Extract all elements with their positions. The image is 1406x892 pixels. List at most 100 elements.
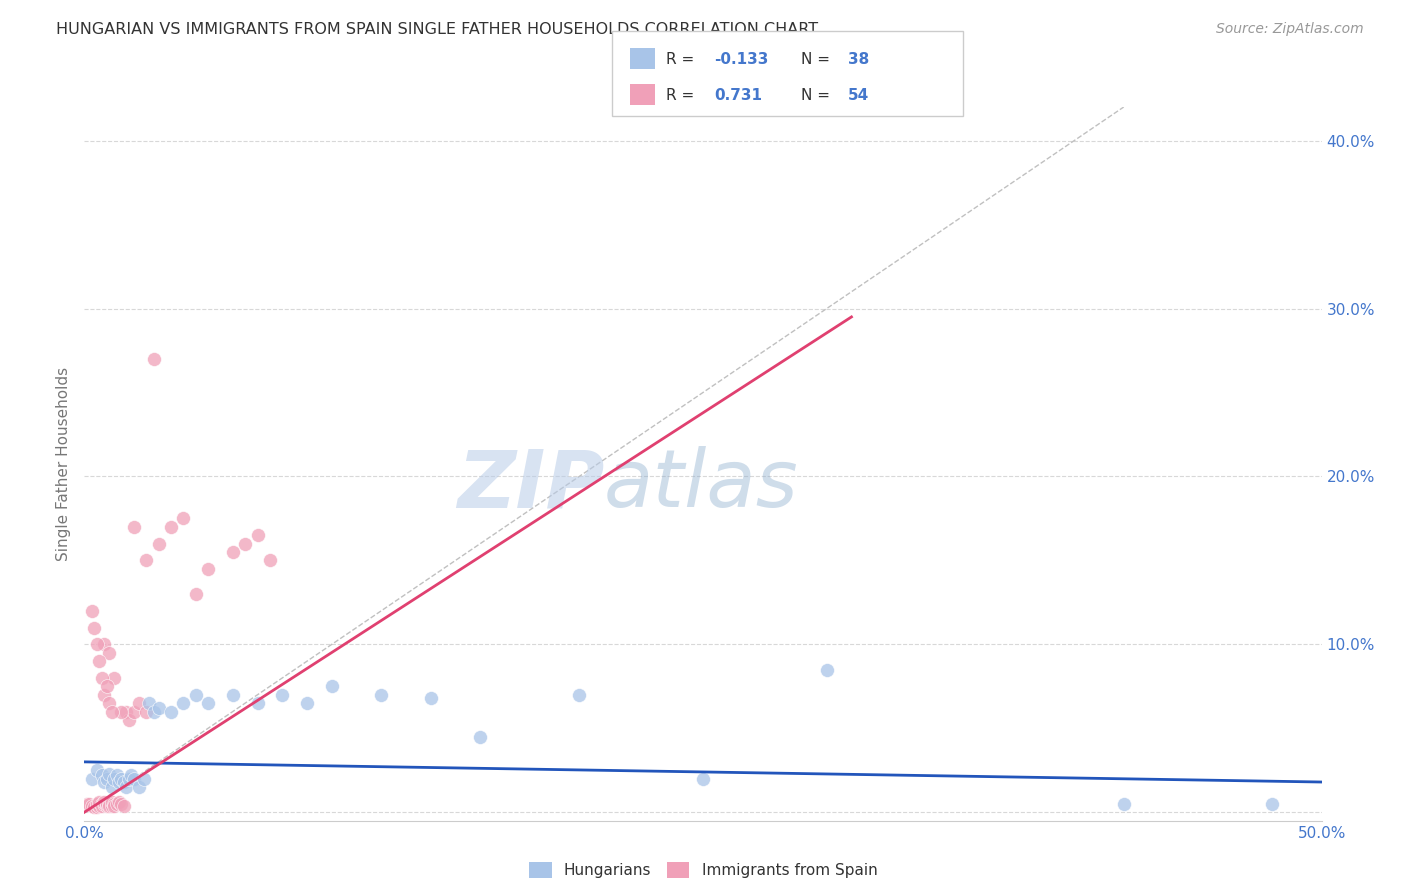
- Text: 38: 38: [848, 52, 869, 67]
- Point: [98, 696, 121, 710]
- Point: [98, 797, 121, 811]
- Point: [118, 713, 141, 727]
- Point: [692, 772, 714, 786]
- Point: [295, 696, 318, 710]
- Point: [184, 688, 207, 702]
- Text: N =: N =: [801, 87, 831, 103]
- Point: [86, 637, 108, 651]
- Text: R =: R =: [666, 87, 695, 103]
- Point: [135, 705, 157, 719]
- Point: [80, 604, 103, 618]
- Point: [90, 768, 112, 782]
- Point: [568, 688, 591, 702]
- Point: [105, 768, 128, 782]
- Legend: Hungarians, Immigrants from Spain: Hungarians, Immigrants from Spain: [523, 856, 883, 884]
- Point: [90, 797, 112, 811]
- Point: [197, 562, 219, 576]
- Point: [103, 671, 125, 685]
- Point: [83, 800, 105, 814]
- Point: [80, 798, 103, 813]
- Point: [93, 688, 115, 702]
- Point: [93, 775, 115, 789]
- Point: [138, 696, 160, 710]
- Point: [172, 511, 194, 525]
- Point: [86, 764, 108, 778]
- Point: [142, 705, 165, 719]
- Point: [142, 351, 165, 366]
- Point: [103, 798, 125, 813]
- Point: [90, 798, 112, 813]
- Text: N =: N =: [801, 52, 831, 67]
- Point: [96, 772, 118, 786]
- Point: [98, 798, 121, 813]
- Point: [197, 696, 219, 710]
- Point: [160, 520, 183, 534]
- Point: [148, 536, 170, 550]
- Point: [105, 797, 128, 811]
- Y-axis label: Single Father Households: Single Father Households: [56, 367, 72, 561]
- Point: [160, 705, 183, 719]
- Point: [103, 797, 125, 811]
- Point: [246, 528, 269, 542]
- Point: [112, 775, 135, 789]
- Text: ZIP: ZIP: [457, 446, 605, 524]
- Point: [115, 780, 138, 794]
- Point: [128, 780, 150, 794]
- Point: [321, 679, 343, 693]
- Point: [89, 795, 111, 809]
- Point: [96, 798, 118, 813]
- Point: [83, 621, 105, 635]
- Point: [100, 780, 122, 794]
- Point: [470, 730, 492, 744]
- Point: [93, 795, 115, 809]
- Point: [96, 679, 118, 693]
- Point: [79, 797, 101, 811]
- Point: [103, 772, 125, 786]
- Point: [135, 553, 157, 567]
- Point: [172, 696, 194, 710]
- Point: [815, 663, 838, 677]
- Point: [271, 688, 294, 702]
- Point: [122, 520, 145, 534]
- Point: [89, 654, 111, 668]
- Point: [93, 797, 115, 811]
- Point: [148, 701, 170, 715]
- Point: [110, 797, 132, 811]
- Point: [128, 696, 150, 710]
- Point: [112, 798, 135, 813]
- Point: [86, 800, 108, 814]
- Point: [98, 766, 121, 780]
- Text: HUNGARIAN VS IMMIGRANTS FROM SPAIN SINGLE FATHER HOUSEHOLDS CORRELATION CHART: HUNGARIAN VS IMMIGRANTS FROM SPAIN SINGL…: [56, 22, 818, 37]
- Point: [122, 772, 145, 786]
- Point: [122, 705, 145, 719]
- Point: [115, 705, 138, 719]
- Point: [184, 587, 207, 601]
- Text: -0.133: -0.133: [714, 52, 769, 67]
- Text: Source: ZipAtlas.com: Source: ZipAtlas.com: [1216, 22, 1364, 37]
- Text: 0.731: 0.731: [714, 87, 762, 103]
- Point: [419, 691, 441, 706]
- Point: [110, 772, 132, 786]
- Point: [370, 688, 392, 702]
- Point: [120, 768, 142, 782]
- Point: [132, 772, 155, 786]
- Point: [110, 705, 132, 719]
- Point: [246, 696, 269, 710]
- Point: [1112, 797, 1135, 811]
- Point: [100, 705, 122, 719]
- Point: [100, 795, 122, 809]
- Point: [1261, 797, 1284, 811]
- Point: [118, 772, 141, 786]
- Point: [98, 646, 121, 660]
- Text: 54: 54: [848, 87, 869, 103]
- Point: [96, 797, 118, 811]
- Text: R =: R =: [666, 52, 695, 67]
- Point: [100, 798, 122, 813]
- Point: [259, 553, 281, 567]
- Point: [86, 797, 108, 811]
- Point: [222, 688, 245, 702]
- Point: [80, 772, 103, 786]
- Text: atlas: atlas: [605, 446, 799, 524]
- Point: [90, 671, 112, 685]
- Point: [222, 545, 245, 559]
